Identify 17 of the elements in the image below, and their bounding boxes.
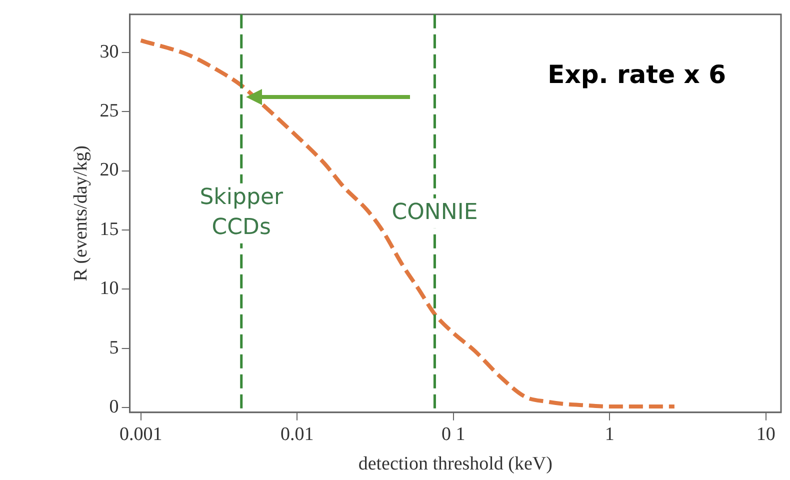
y-tick-label: 5 [109, 337, 119, 358]
ref-line-label: Skipper CCDs [200, 185, 284, 240]
x-tick-label: 10 [756, 424, 776, 445]
x-tick-label: 1 [604, 424, 614, 445]
y-tick-label: 10 [100, 278, 119, 300]
x-tick-label: 0 1 [441, 424, 466, 445]
y-axis-title: R (events/day/kg) [70, 146, 92, 282]
y-tick-label: 0 [109, 396, 119, 418]
y-tick-label: 15 [100, 218, 119, 240]
annotation: Exp. rate x 6 [548, 60, 726, 89]
x-tick-label: 0.01 [280, 424, 314, 445]
x-axis-title: detection threshold (keV) [358, 454, 552, 475]
ref-line-label: CONNIE [392, 200, 478, 226]
y-tick-label: 30 [100, 41, 119, 62]
y-tick-label: 25 [100, 100, 119, 122]
y-tick-label: 20 [100, 160, 119, 181]
x-tick-label: 0.001 [119, 424, 162, 445]
